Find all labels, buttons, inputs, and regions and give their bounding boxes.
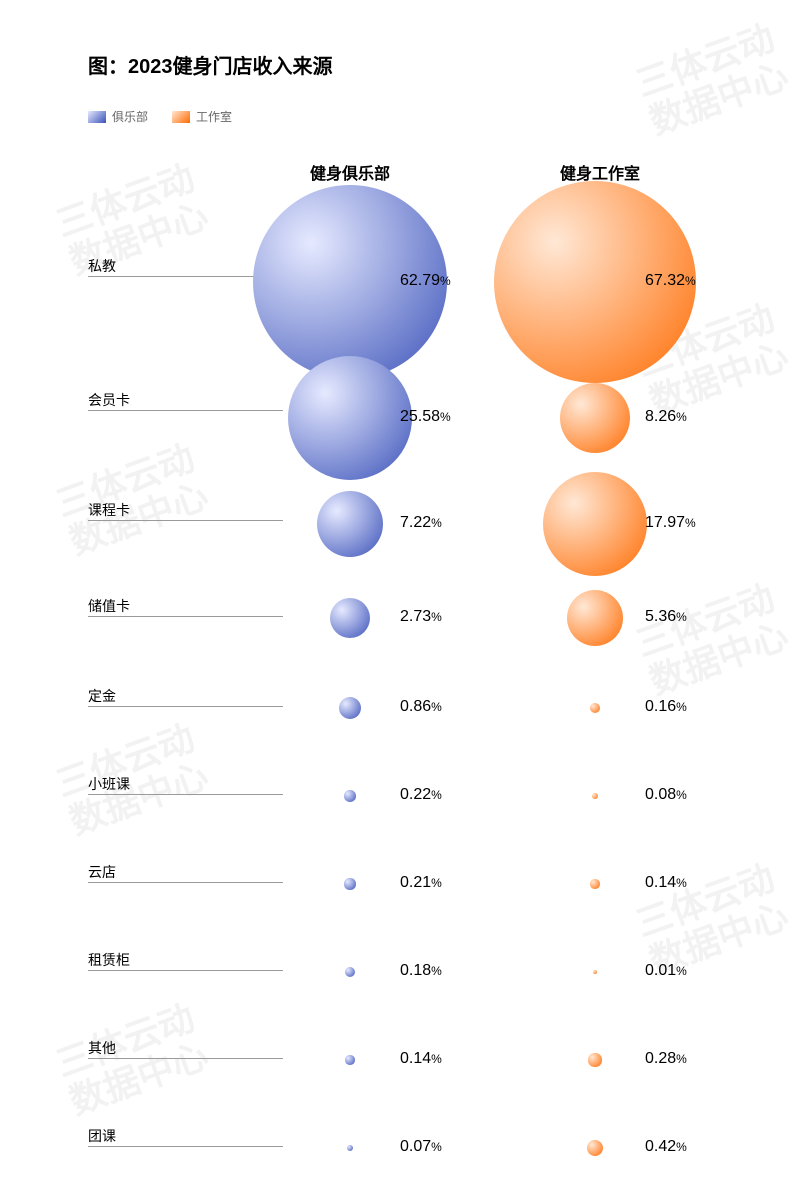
- value-club: 0.22%: [400, 786, 442, 804]
- watermark: 三体云动数据中心: [51, 158, 213, 282]
- bubble-studio: [590, 703, 600, 713]
- bubble-club: [347, 1145, 354, 1152]
- value-studio: 0.08%: [645, 786, 687, 804]
- row-underline: [88, 1058, 283, 1059]
- legend-swatch-club: [88, 111, 106, 123]
- value-club: 0.21%: [400, 874, 442, 892]
- value-studio: 0.28%: [645, 1050, 687, 1068]
- legend-label-studio: 工作室: [196, 108, 232, 125]
- value-club: 0.86%: [400, 698, 442, 716]
- value-club: 25.58%: [400, 408, 451, 426]
- row-label: 云店: [88, 862, 116, 882]
- watermark: 三体云动数据中心: [51, 998, 213, 1122]
- value-studio: 0.14%: [645, 874, 687, 892]
- row-underline: [88, 616, 283, 617]
- value-studio: 8.26%: [645, 408, 687, 426]
- bubble-club: [330, 598, 371, 639]
- value-club: 7.22%: [400, 514, 442, 532]
- bubble-studio: [587, 1140, 603, 1156]
- value-club: 0.18%: [400, 962, 442, 980]
- bubble-studio: [543, 472, 647, 576]
- value-studio: 0.01%: [645, 962, 687, 980]
- bubble-studio: [560, 383, 631, 454]
- legend-item-club: 俱乐部: [88, 108, 148, 125]
- value-club: 2.73%: [400, 608, 442, 626]
- bubble-studio: [592, 793, 599, 800]
- row-underline: [88, 520, 283, 521]
- row-underline: [88, 706, 283, 707]
- value-studio: 0.42%: [645, 1138, 687, 1156]
- row-underline: [88, 882, 283, 883]
- value-studio: 17.97%: [645, 514, 696, 532]
- row-underline: [88, 410, 283, 411]
- legend: 俱乐部 工作室: [88, 108, 232, 125]
- bubble-club: [344, 878, 355, 889]
- row-label: 储值卡: [88, 596, 130, 616]
- value-club: 0.14%: [400, 1050, 442, 1068]
- bubble-studio: [593, 970, 597, 974]
- row-label: 团课: [88, 1126, 116, 1146]
- row-label: 其他: [88, 1038, 116, 1058]
- legend-swatch-studio: [172, 111, 190, 123]
- bubble-club: [345, 1055, 354, 1064]
- value-club: 62.79%: [400, 272, 451, 290]
- watermark: 三体云动数据中心: [631, 18, 793, 142]
- row-label: 私教: [88, 256, 116, 276]
- watermark: 三体云动数据中心: [631, 578, 793, 702]
- row-label: 定金: [88, 686, 116, 706]
- row-label: 课程卡: [88, 500, 130, 520]
- row-label: 小班课: [88, 774, 130, 794]
- row-underline: [88, 1146, 283, 1147]
- bubble-club: [344, 790, 356, 802]
- row-underline: [88, 794, 283, 795]
- bubble-club: [288, 356, 412, 480]
- chart-title: 图：2023健身门店收入来源: [88, 50, 333, 79]
- bubble-club: [339, 697, 362, 720]
- bubble-club: [345, 967, 355, 977]
- bubble-studio: [567, 590, 624, 647]
- column-header-club: 健身俱乐部: [310, 160, 390, 184]
- row-underline: [88, 970, 283, 971]
- value-studio: 0.16%: [645, 698, 687, 716]
- value-studio: 67.32%: [645, 272, 696, 290]
- row-label: 会员卡: [88, 390, 130, 410]
- value-studio: 5.36%: [645, 608, 687, 626]
- bubble-club: [317, 491, 383, 557]
- watermark: 三体云动数据中心: [51, 438, 213, 562]
- value-club: 0.07%: [400, 1138, 442, 1156]
- bubble-studio: [590, 879, 599, 888]
- watermark: 三体云动数据中心: [51, 718, 213, 842]
- legend-label-club: 俱乐部: [112, 108, 148, 125]
- legend-item-studio: 工作室: [172, 108, 232, 125]
- row-label: 租赁柜: [88, 950, 130, 970]
- bubble-studio: [588, 1053, 601, 1066]
